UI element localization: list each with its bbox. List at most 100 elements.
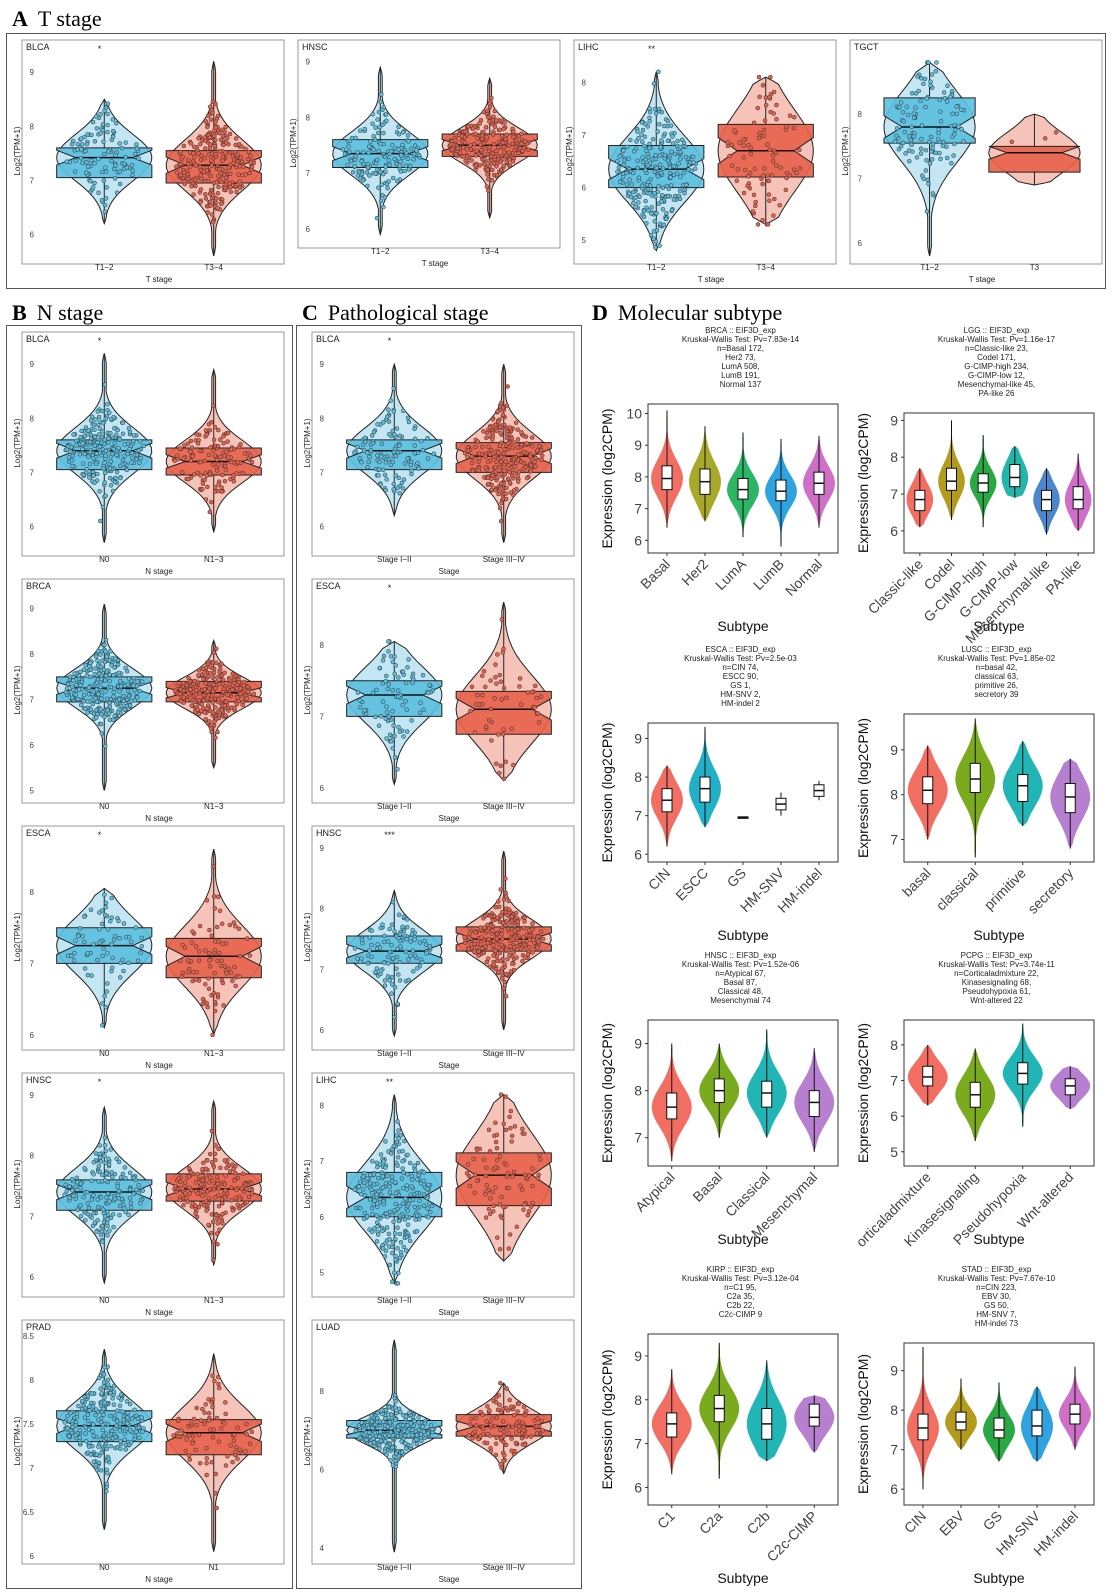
data-point xyxy=(95,1218,100,1223)
data-point xyxy=(403,1414,409,1419)
data-point xyxy=(355,150,360,155)
data-point xyxy=(130,168,136,173)
data-point xyxy=(508,1404,514,1410)
data-point xyxy=(212,1378,217,1384)
data-point xyxy=(87,439,93,445)
data-point xyxy=(206,1418,212,1423)
data-point xyxy=(503,491,509,496)
y-tick-label: 7 xyxy=(320,965,325,974)
data-point xyxy=(118,1439,123,1444)
data-point xyxy=(93,417,98,422)
data-point xyxy=(490,430,496,436)
data-point xyxy=(634,139,639,144)
data-point xyxy=(111,1384,117,1389)
data-point xyxy=(207,664,213,669)
data-point xyxy=(499,927,504,933)
data-point xyxy=(205,674,211,679)
data-point xyxy=(647,141,652,147)
data-point xyxy=(765,142,770,147)
data-point xyxy=(211,1164,217,1170)
data-point xyxy=(382,978,388,983)
data-point xyxy=(474,1178,480,1184)
y-tick-label: 6 xyxy=(320,1026,325,1035)
data-point xyxy=(85,1418,91,1424)
data-point xyxy=(78,1203,83,1208)
data-point xyxy=(405,1429,410,1435)
data-point xyxy=(194,688,199,693)
data-point xyxy=(189,703,195,708)
data-point xyxy=(406,1201,411,1207)
data-point xyxy=(399,480,405,486)
data-point xyxy=(89,132,94,138)
data-point xyxy=(530,444,535,449)
data-point xyxy=(528,1204,534,1209)
data-point xyxy=(237,1447,243,1452)
data-point xyxy=(69,1430,75,1436)
data-point xyxy=(669,207,675,213)
data-point xyxy=(238,691,243,697)
data-point xyxy=(406,419,412,425)
data-point xyxy=(463,129,468,134)
data-point xyxy=(94,1229,99,1234)
data-point xyxy=(369,1229,375,1234)
data-point xyxy=(81,699,86,704)
data-point xyxy=(175,683,180,688)
data-point xyxy=(204,898,210,903)
panel-label: HNSC xyxy=(302,42,328,52)
data-point xyxy=(481,1426,486,1432)
data-point xyxy=(131,433,137,438)
data-point xyxy=(406,139,411,144)
data-point xyxy=(391,386,396,391)
data-point xyxy=(378,1152,384,1157)
data-point xyxy=(469,158,474,163)
y-tick-label: 8 xyxy=(320,414,325,423)
data-point xyxy=(117,169,123,174)
data-point xyxy=(205,178,211,184)
data-point xyxy=(185,157,191,163)
data-point xyxy=(526,147,531,153)
data-point xyxy=(216,427,221,433)
data-point xyxy=(952,122,957,128)
data-point xyxy=(228,184,233,190)
data-point xyxy=(78,1213,84,1219)
data-point xyxy=(487,452,493,457)
data-point xyxy=(140,1188,146,1193)
data-point xyxy=(110,488,116,494)
data-point xyxy=(398,159,403,165)
data-point xyxy=(787,113,793,118)
data-point xyxy=(187,1185,192,1190)
data-point xyxy=(532,705,538,710)
data-point xyxy=(522,919,527,924)
data-point xyxy=(369,928,375,933)
data-point xyxy=(223,713,228,718)
data-point xyxy=(112,426,117,431)
data-point xyxy=(240,1171,246,1176)
data-point xyxy=(615,169,620,174)
data-point xyxy=(390,982,395,987)
data-point xyxy=(345,162,350,168)
data-point xyxy=(217,908,223,914)
data-point xyxy=(121,693,126,699)
data-point xyxy=(406,977,411,983)
data-point xyxy=(486,481,491,487)
data-point xyxy=(74,438,79,443)
data-point xyxy=(117,463,123,469)
data-point xyxy=(97,926,102,932)
data-point xyxy=(117,1212,122,1218)
y-axis-label: Log2(TPM+1) xyxy=(565,126,574,175)
data-point xyxy=(92,180,97,186)
data-point xyxy=(218,1165,223,1171)
data-point xyxy=(511,470,516,476)
data-point xyxy=(540,1428,546,1433)
data-point xyxy=(389,942,394,948)
data-point xyxy=(500,412,506,418)
data-point xyxy=(372,1430,378,1436)
data-point xyxy=(797,166,803,171)
data-point xyxy=(390,428,396,434)
data-point xyxy=(403,1441,408,1446)
data-point xyxy=(944,155,950,161)
data-point xyxy=(411,1191,417,1197)
data-point xyxy=(137,439,143,444)
